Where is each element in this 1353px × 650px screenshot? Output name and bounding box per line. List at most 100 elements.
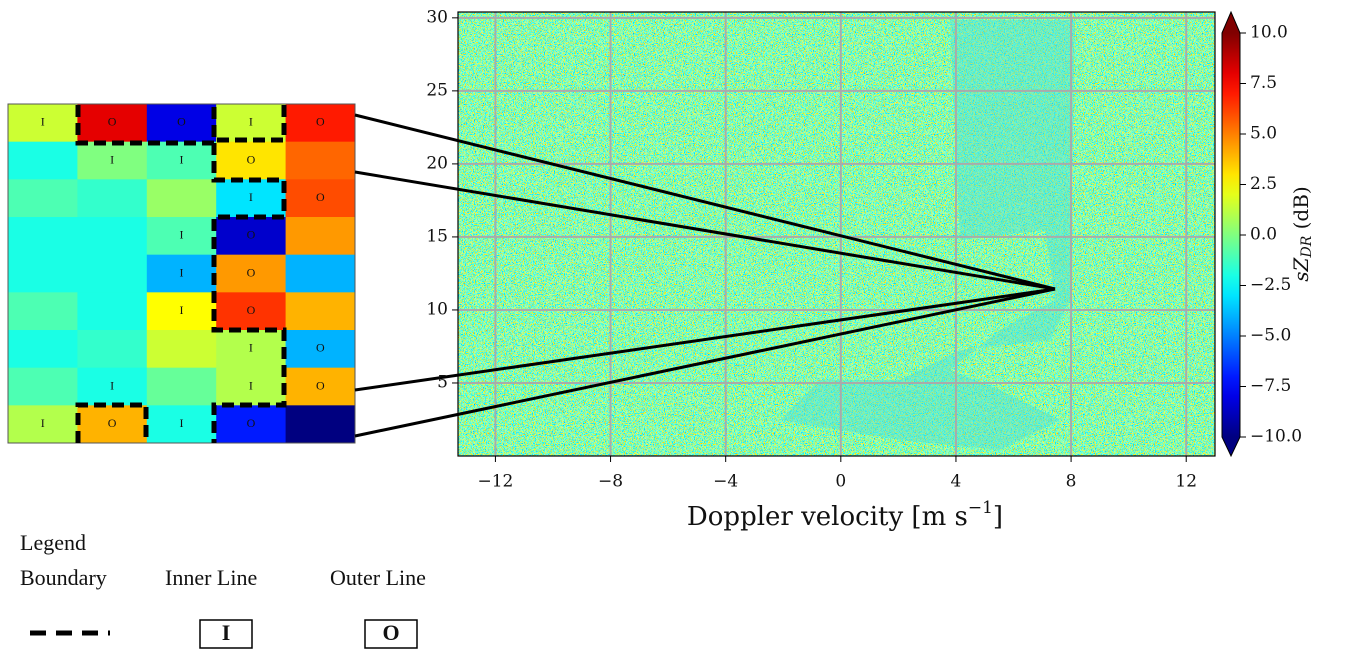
- inset-frame: [7, 103, 356, 444]
- inset-cell: [216, 104, 287, 143]
- y-tick-label: 30: [426, 7, 448, 27]
- inset-cell: [216, 179, 287, 218]
- inset-cell: [216, 254, 287, 293]
- legend-boundary: Boundary: [20, 565, 107, 590]
- inset-cell-label: O: [177, 115, 186, 129]
- y-tick-label: 15: [426, 226, 448, 246]
- inset-cell: [285, 292, 356, 331]
- boundary-line: [75, 402, 149, 443]
- inset-cell-label: O: [316, 341, 325, 355]
- inset-cell: [146, 292, 217, 331]
- inset-cell-label: O: [316, 115, 325, 129]
- y-tick-label: 25: [426, 80, 448, 100]
- inset-cell: [77, 104, 148, 143]
- inset-cell-label: I: [249, 115, 253, 129]
- colorbar-tick-label: 5.0: [1250, 124, 1277, 144]
- colorbar-tick-label: −2.5: [1250, 275, 1291, 295]
- zoom-line: [354, 287, 1056, 392]
- inset-cell: [285, 405, 356, 444]
- inset-cell: [216, 141, 287, 180]
- inset-cell: [146, 217, 217, 256]
- inset-cell: [8, 292, 78, 331]
- legend-outer: Outer Line: [330, 565, 426, 590]
- colorbar-extend-max: [1222, 12, 1240, 33]
- legend-outer-symbol: O: [382, 620, 399, 645]
- inset-cell-label: I: [41, 115, 45, 129]
- legend-inner: Inner Line: [165, 565, 257, 590]
- inset-cell-label: I: [180, 152, 184, 166]
- inset-cell-label: I: [180, 228, 184, 242]
- colorbar-tick-label: 0.0: [1250, 225, 1277, 245]
- inset-cell: [216, 367, 287, 406]
- inset-cell-label: I: [180, 265, 184, 279]
- inset-cell: [216, 330, 287, 369]
- x-axis-label: Doppler velocity [m s−1]: [687, 498, 1003, 533]
- inset-cell: [8, 179, 78, 218]
- inset-cell-label: I: [180, 303, 184, 317]
- inset-cell: [146, 141, 217, 180]
- x-tick-label: 8: [1066, 472, 1077, 492]
- inset-cell: [285, 179, 356, 218]
- inset-cell: [8, 254, 78, 293]
- zoom-line: [354, 287, 1056, 438]
- legend-inner-symbol: I: [222, 620, 231, 645]
- inset-cell: [146, 104, 217, 143]
- inset-cell: [146, 367, 217, 406]
- inset-cell: [285, 330, 356, 369]
- inset-cell: [146, 405, 217, 444]
- colorbar: [1222, 33, 1240, 437]
- legend-outer-box: [364, 619, 418, 649]
- inset-cell: [8, 104, 78, 143]
- inset-cell: [77, 292, 148, 331]
- x-tick-label: 12: [1175, 472, 1197, 492]
- plot-frame: [457, 11, 1216, 457]
- colorbar-tick-label: 2.5: [1250, 174, 1277, 194]
- colorbar-tick-label: −5.0: [1250, 326, 1291, 346]
- y-tick-label: 10: [426, 299, 448, 319]
- inset-cell: [77, 367, 148, 406]
- x-tick-label: −4: [713, 472, 738, 492]
- inset-cell: [216, 405, 287, 444]
- boundary-line: [75, 105, 217, 146]
- colorbar-tick-label: 10.0: [1250, 23, 1288, 43]
- inset-cell: [285, 104, 356, 143]
- inset-cell: [77, 254, 148, 293]
- y-tick-label: 20: [426, 153, 448, 173]
- boundary-line: [211, 105, 287, 443]
- inset-cell: [8, 405, 78, 444]
- x-tick-label: 4: [951, 472, 962, 492]
- inset-cell-label: O: [247, 228, 256, 242]
- inset-cell: [285, 217, 356, 256]
- colorbar-label: sZDR (dB): [1289, 186, 1316, 281]
- colorbar-extend-min: [1222, 437, 1240, 456]
- x-tick-label: −8: [598, 472, 623, 492]
- inset-cell-label: O: [108, 115, 117, 129]
- inset-cell: [77, 217, 148, 256]
- inset-cell-label: O: [108, 416, 117, 430]
- inset-cell: [8, 330, 78, 369]
- inset-cell-label: I: [180, 416, 184, 430]
- zoom-line: [354, 170, 1056, 291]
- inset-cell: [285, 141, 356, 180]
- zoom-lines: [354, 113, 1056, 438]
- inset-cell-label: I: [110, 152, 114, 166]
- inset-cell-label: I: [249, 190, 253, 204]
- inset-cell: [8, 217, 78, 256]
- inset-cell-label: I: [249, 341, 253, 355]
- inset-cell: [77, 405, 148, 444]
- zoom-line: [354, 113, 1056, 291]
- inset-cell: [146, 179, 217, 218]
- inset-cell: [77, 330, 148, 369]
- inset-cell-label: I: [41, 416, 45, 430]
- inset-cell-label: O: [247, 152, 256, 166]
- inset-cell-label: O: [247, 303, 256, 317]
- inset: I O O I O I I O I O I O I O I O I O I I O I O I O: [7, 103, 356, 444]
- inset-cell-label: I: [110, 378, 114, 392]
- legend-title: Legend: [20, 530, 86, 555]
- inset-cell: [285, 367, 356, 406]
- inset-cell: [77, 179, 148, 218]
- inset-cell: [216, 292, 287, 331]
- boundary: [75, 105, 287, 443]
- inset-cell-label: O: [247, 416, 256, 430]
- legend-inner-box: [199, 619, 253, 649]
